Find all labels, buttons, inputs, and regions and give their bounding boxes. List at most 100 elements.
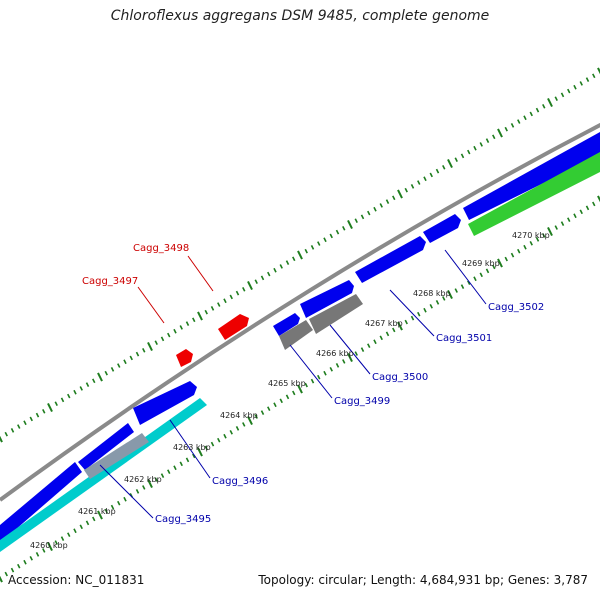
outer-tick: [373, 206, 377, 212]
outer-tick: [529, 111, 533, 117]
outer-tick: [454, 157, 458, 163]
rna-feature-2[interactable]: [309, 294, 363, 334]
outer-tick: [397, 189, 403, 199]
outer-tick: [242, 286, 246, 292]
outer-tick: [547, 98, 553, 107]
outer-tick: [579, 81, 583, 86]
feature-track: [0, 152, 600, 552]
outer-tick: [535, 107, 540, 113]
gene-label-cagg-3495: Cagg_3495: [155, 514, 211, 525]
outer-tick: [217, 302, 221, 307]
inner-tick: [254, 414, 258, 419]
outer-tick: [185, 321, 190, 326]
gene-cagg-3500[interactable]: [300, 280, 354, 318]
outer-tick: [567, 88, 571, 94]
inner-tick: [179, 461, 183, 467]
scale-label-4266: 4266 kbp: [316, 349, 354, 358]
outer-tick: [292, 256, 296, 262]
green-feature[interactable]: [468, 152, 600, 236]
inner-tick: [47, 542, 53, 551]
leader-cagg-3496: [169, 419, 211, 479]
inner-tick: [510, 252, 515, 258]
outer-tick: [329, 233, 333, 239]
inner-tick: [410, 315, 415, 321]
outer-tick: [4, 431, 8, 437]
outer-tick: [160, 336, 165, 342]
gene-label-cagg-3499: Cagg_3499: [334, 396, 390, 407]
inner-tick: [117, 500, 121, 506]
scale-label-4265: 4265 kbp: [268, 379, 306, 388]
outer-tick: [392, 195, 396, 201]
outer-tick: [417, 180, 421, 185]
outer-tick: [385, 199, 390, 204]
outer-tick: [367, 210, 371, 216]
gene-cagg-3495b[interactable]: [78, 423, 134, 470]
inner-tick: [404, 319, 408, 325]
inner-tick: [147, 479, 153, 488]
outer-tick: [23, 420, 27, 426]
outer-tick: [560, 92, 565, 98]
gc-feature-gray[interactable]: [84, 433, 149, 479]
outer-tick: [85, 382, 90, 387]
gene-label-cagg-3502: Cagg_3502: [488, 302, 544, 313]
outer-tick: [173, 328, 177, 334]
inner-tick: [423, 307, 427, 313]
outer-tick: [510, 123, 515, 128]
outer-tick: [267, 271, 271, 277]
inner-tick: [142, 485, 146, 490]
gene-cagg-3498[interactable]: [218, 314, 249, 340]
outer-tick: [117, 363, 121, 368]
inner-tick: [135, 489, 140, 494]
gene-cagg-3496[interactable]: [133, 381, 197, 425]
inner-tick: [292, 390, 296, 396]
outer-tick: [317, 241, 321, 246]
leader-cagg-3497: [137, 286, 165, 324]
inner-tick: [0, 575, 3, 583]
gene-cagg-3497[interactable]: [176, 349, 193, 367]
outer-tick: [485, 138, 490, 143]
outer-tick: [67, 393, 71, 399]
inner-tick: [304, 382, 308, 388]
outer-tick: [29, 416, 33, 422]
gene-label-cagg-3498: Cagg_3498: [133, 243, 189, 254]
outer-tick: [573, 84, 577, 90]
inner-tick: [29, 555, 33, 561]
inner-tick: [197, 447, 203, 457]
inner-tick: [73, 528, 77, 534]
inner-tick: [210, 441, 215, 447]
inner-tick: [567, 217, 571, 223]
inner-tick: [367, 343, 371, 349]
inner-tick: [467, 280, 471, 286]
outer-tick: [17, 424, 21, 429]
scale-label-4260: 4260 kbp: [30, 541, 68, 550]
outer-tick: [142, 347, 146, 353]
forward-strand-track: [0, 132, 600, 543]
inner-tick: [417, 311, 421, 317]
outer-tick: [297, 250, 303, 260]
gene-cagg-3501[interactable]: [355, 236, 426, 283]
inner-tick: [267, 406, 271, 412]
outer-tick: [497, 128, 503, 138]
inner-tick: [67, 532, 71, 538]
inner-tick: [285, 394, 290, 400]
outer-tick: [404, 187, 408, 193]
outer-tick: [442, 164, 446, 170]
gene-cagg-3499[interactable]: [273, 313, 300, 336]
inner-tick: [323, 370, 327, 376]
outer-tick: [592, 73, 596, 79]
inner-tick: [354, 351, 358, 356]
scale-label-4263: 4263 kbp: [173, 443, 211, 452]
rna-feature-1[interactable]: [279, 320, 313, 350]
gene-cagg-3495[interactable]: [0, 462, 82, 543]
inner-tick: [385, 331, 390, 337]
inner-tick: [192, 453, 196, 459]
inner-tick: [360, 347, 365, 352]
gene-cagg-3502a[interactable]: [423, 214, 461, 243]
inner-tick: [435, 300, 440, 305]
outer-tick: [273, 267, 277, 273]
outer-tick: [79, 386, 83, 391]
gene-cagg-3502b[interactable]: [463, 132, 600, 220]
outer-tick: [210, 306, 215, 311]
gc-feature-cyan[interactable]: [0, 398, 207, 552]
